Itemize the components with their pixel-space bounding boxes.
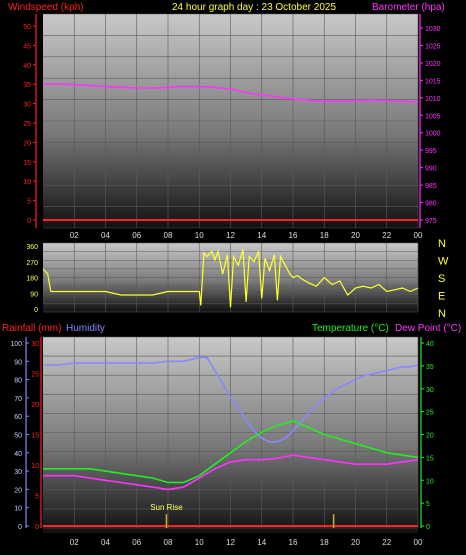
baro-tick-label: 980 [425, 201, 437, 208]
dew-point-series-line [43, 454, 419, 491]
wind-tick-label: 15 [23, 160, 31, 167]
hour-tick-label: 06 [132, 231, 141, 240]
humidity-tick-label: 90 [14, 359, 22, 366]
temperature-tick-label: 25 [426, 410, 434, 417]
hour-tick-label: 04 [101, 231, 110, 240]
baro-tick-label: 1030 [425, 26, 441, 33]
temperature-tick-label: 35 [426, 364, 434, 371]
hour-tick-label: 08 [164, 538, 173, 547]
direction-tick-label: 180 [26, 276, 38, 283]
wind-tick-label: 5 [27, 199, 31, 206]
wind-tick-label: 20 [23, 140, 31, 147]
compass-label: S [438, 273, 445, 285]
hour-tick-label: 20 [351, 538, 360, 547]
wind-tick-label: 40 [23, 63, 31, 70]
hour-tick-label: 18 [320, 231, 329, 240]
barometer-series-line [43, 83, 419, 103]
wind-direction-series-line [42, 249, 419, 308]
baro-tick-label: 995 [425, 148, 437, 155]
rainfall-tick-label: 15 [31, 433, 39, 440]
hour-tick-label: 08 [164, 231, 173, 240]
wind-tick-label: 35 [23, 82, 31, 89]
humidity-tick-label: 10 [14, 506, 22, 513]
hour-tick-label: 02 [70, 538, 79, 547]
wind-tick-label: 25 [23, 121, 31, 128]
temperature-tick-label: 10 [426, 478, 434, 485]
humidity-tick-label: 100 [10, 341, 22, 348]
compass-label: E [438, 291, 445, 303]
hour-tick-label: 14 [257, 538, 266, 547]
windspeed-axis-label: Windspeed (kph) [8, 2, 84, 13]
chart-title: 24 hour graph day : 23 October 2025 [172, 2, 336, 13]
hour-tick-label: 10 [195, 231, 204, 240]
temperature-series-line [43, 419, 419, 484]
temperature-tick-label: 20 [426, 433, 434, 440]
hour-tick-label: 14 [257, 231, 266, 240]
sunrise-annotation: Sun Rise [150, 503, 183, 512]
hour-tick-label: 06 [132, 538, 141, 547]
hour-tick-label: 00 [414, 231, 423, 240]
baro-tick-label: 1015 [425, 78, 441, 85]
direction-tick-label: 0 [34, 307, 38, 314]
humidity-tick-label: 20 [14, 487, 22, 494]
wind-tick-label: 45 [23, 43, 31, 50]
compass-label: N [438, 308, 446, 320]
humidity-tick-label: 80 [14, 378, 22, 385]
compass-label: W [438, 256, 449, 268]
direction-tick-label: 360 [26, 244, 38, 251]
temperature-tick-label: 5 [426, 501, 430, 508]
wind-tick-label: 50 [23, 24, 31, 31]
hour-tick-label: 00 [414, 538, 423, 547]
baro-tick-label: 1020 [425, 61, 441, 68]
hour-tick-label: 16 [289, 231, 298, 240]
direction-tick-label: 90 [30, 291, 38, 298]
baro-tick-label: 985 [425, 183, 437, 190]
wind-tick-label: 0 [27, 218, 31, 225]
hour-tick-label: 12 [226, 538, 235, 547]
compass-label: N [438, 238, 446, 250]
temperature-tick-label: 40 [426, 341, 434, 348]
rainfall-tick-label: 25 [31, 372, 39, 379]
hour-tick-label: 12 [226, 231, 235, 240]
dew-point-axis-label: Dew Point (°C) [395, 323, 461, 334]
baro-tick-label: 975 [425, 218, 437, 225]
baro-tick-label: 1025 [425, 43, 441, 50]
hour-tick-label: 22 [382, 538, 391, 547]
rainfall-tick-label: 0 [35, 524, 39, 531]
baro-tick-label: 1005 [425, 113, 441, 120]
rainfall-tick-label: 20 [31, 402, 39, 409]
rainfall-tick-label: 10 [31, 463, 39, 470]
barometer-axis-label: Barometer (hpa) [372, 2, 445, 13]
humidity-tick-label: 60 [14, 414, 22, 421]
rainfall-tick-label: 5 [35, 494, 39, 501]
temperature-tick-label: 0 [426, 524, 430, 531]
humidity-tick-label: 40 [14, 451, 22, 458]
temperature-tick-label: 30 [426, 387, 434, 394]
rainfall-axis-label: Rainfall (mm) [2, 323, 61, 334]
baro-tick-label: 1010 [425, 96, 441, 103]
hour-tick-label: 20 [351, 231, 360, 240]
humidity-series-line [43, 356, 419, 443]
baro-tick-label: 990 [425, 166, 437, 173]
rainfall-tick-label: 30 [31, 341, 39, 348]
hour-tick-label: 10 [195, 538, 204, 547]
hour-tick-label: 16 [289, 538, 298, 547]
wind-tick-label: 10 [23, 179, 31, 186]
hour-tick-label: 02 [70, 231, 79, 240]
wind-tick-label: 30 [23, 102, 31, 109]
temperature-axis-label: Temperature (°C) [312, 323, 389, 334]
direction-tick-label: 270 [26, 260, 38, 267]
humidity-tick-label: 50 [14, 433, 22, 440]
humidity-tick-label: 0 [18, 524, 22, 531]
humidity-axis-label: Humidity [66, 323, 105, 334]
hour-tick-label: 04 [101, 538, 110, 547]
humidity-tick-label: 70 [14, 396, 22, 403]
hour-tick-label: 22 [382, 231, 391, 240]
humidity-tick-label: 30 [14, 469, 22, 476]
baro-tick-label: 1000 [425, 131, 441, 138]
hour-tick-label: 18 [320, 538, 329, 547]
temperature-tick-label: 15 [426, 455, 434, 462]
